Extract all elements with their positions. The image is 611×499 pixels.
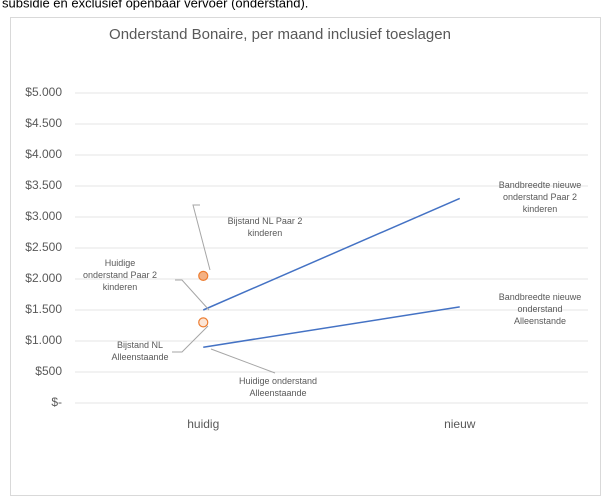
data-point xyxy=(198,317,209,328)
annotation: Huidige onderstand Alleenstaande xyxy=(239,376,317,398)
y-tick-label: $500 xyxy=(35,364,62,378)
callout-line xyxy=(175,279,210,311)
chart-title: Onderstand Bonaire, per maand inclusief … xyxy=(109,26,451,43)
annotation: Huidige onderstand Paar 2 kinderen xyxy=(83,258,157,292)
y-tick-label: $3.000 xyxy=(25,209,62,223)
annotation-line: onderstand Paar 2 xyxy=(83,270,157,280)
annotation: Bandbreedte nieuwe onderstand Paar 2 kinde… xyxy=(499,180,582,214)
annotation-line: Bandbreedte nieuwe xyxy=(499,180,582,190)
callout-line xyxy=(192,204,211,271)
y-tick-label: $1.000 xyxy=(25,333,62,347)
annotation-line: onderstand xyxy=(517,304,562,314)
annotation-line: Alleenstande xyxy=(514,316,566,326)
y-tick-label: $2.000 xyxy=(25,271,62,285)
annotation-line: kinderen xyxy=(523,204,558,214)
y-tick-label: $4.000 xyxy=(25,147,62,161)
annotation-line: Bijstand NL Paar 2 xyxy=(228,216,303,226)
annotation-line: Huidige xyxy=(105,258,136,268)
callout-line xyxy=(172,325,209,353)
caption: subsidie en exclusief openbaar vervoer (… xyxy=(2,0,308,10)
annotation-line: Alleenstaande xyxy=(249,388,306,398)
y-tick-label: $5.000 xyxy=(25,85,62,99)
annotation-line: Huidige onderstand xyxy=(239,376,317,386)
y-tick-label: $3.500 xyxy=(25,178,62,192)
annotation-line: Bandbreedte nieuwe xyxy=(499,292,582,302)
annotation-line: kinderen xyxy=(103,282,138,292)
chart-frame xyxy=(10,17,601,496)
x-tick-label: huidig xyxy=(187,417,219,431)
y-tick-label: $1.500 xyxy=(25,302,62,316)
series-line xyxy=(202,197,461,311)
annotation: Bijstand NL Paar 2 kinderen xyxy=(228,216,303,238)
callout-line xyxy=(210,348,276,374)
y-tick-label: $2.500 xyxy=(25,240,62,254)
y-tick-label: $- xyxy=(51,395,62,409)
series-line xyxy=(203,306,460,348)
annotation-line: Alleenstaande xyxy=(111,352,168,362)
x-tick-label: nieuw xyxy=(444,417,476,431)
y-tick-label: $4.500 xyxy=(25,116,62,130)
annotation: Bijstand NL Alleenstaande xyxy=(111,340,168,362)
data-point xyxy=(198,270,209,281)
annotation-line: Bijstand NL xyxy=(117,340,163,350)
annotation-line: kinderen xyxy=(248,228,283,238)
annotation-line: onderstand Paar 2 xyxy=(503,192,577,202)
annotation: Bandbreedte nieuwe onderstand Alleenstande xyxy=(499,292,582,326)
